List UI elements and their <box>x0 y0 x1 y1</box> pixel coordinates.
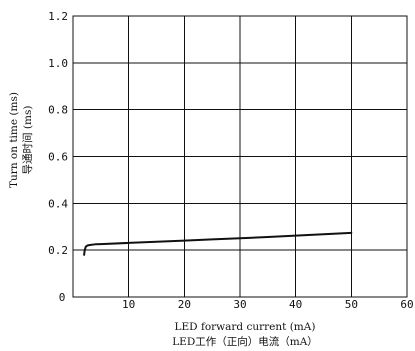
tick-labels: 10 20 30 40 50 60 0.2 0.4 0.6 0.8 1.0 1.2 0 <box>48 10 414 311</box>
x-tick-label: 60 <box>400 298 413 311</box>
y-axis-label-cn: 导通时间 (ms) <box>21 106 34 175</box>
x-axis-label-cn: LED工作（正向）电流（mA） <box>172 335 318 348</box>
y-tick-label: 0.2 <box>48 244 68 257</box>
y-tick-label: 0.4 <box>48 197 68 210</box>
x-tick-label: 20 <box>178 298 191 311</box>
y-axis-label-group: Turn on time (ms) 导通时间 (ms) <box>8 92 34 188</box>
y-tick-label: 1.0 <box>48 57 68 70</box>
plot-frame <box>72 15 408 298</box>
y-tick-label: 0.6 <box>48 151 68 164</box>
x-tick-label: 40 <box>289 298 302 311</box>
x-tick-label: 50 <box>345 298 358 311</box>
grid <box>73 16 407 297</box>
series-line <box>83 231 353 256</box>
y-axis-label: Turn on time (ms) <box>8 92 20 188</box>
x-tick-label: 30 <box>233 298 246 311</box>
x-tick-label: 10 <box>122 298 135 311</box>
y-tick-label: 0.8 <box>48 104 68 117</box>
origin-label: 0 <box>59 291 66 304</box>
x-axis-label: LED forward current (mA) <box>175 321 316 333</box>
y-tick-label: 1.2 <box>48 10 68 23</box>
series-layer <box>83 231 353 256</box>
